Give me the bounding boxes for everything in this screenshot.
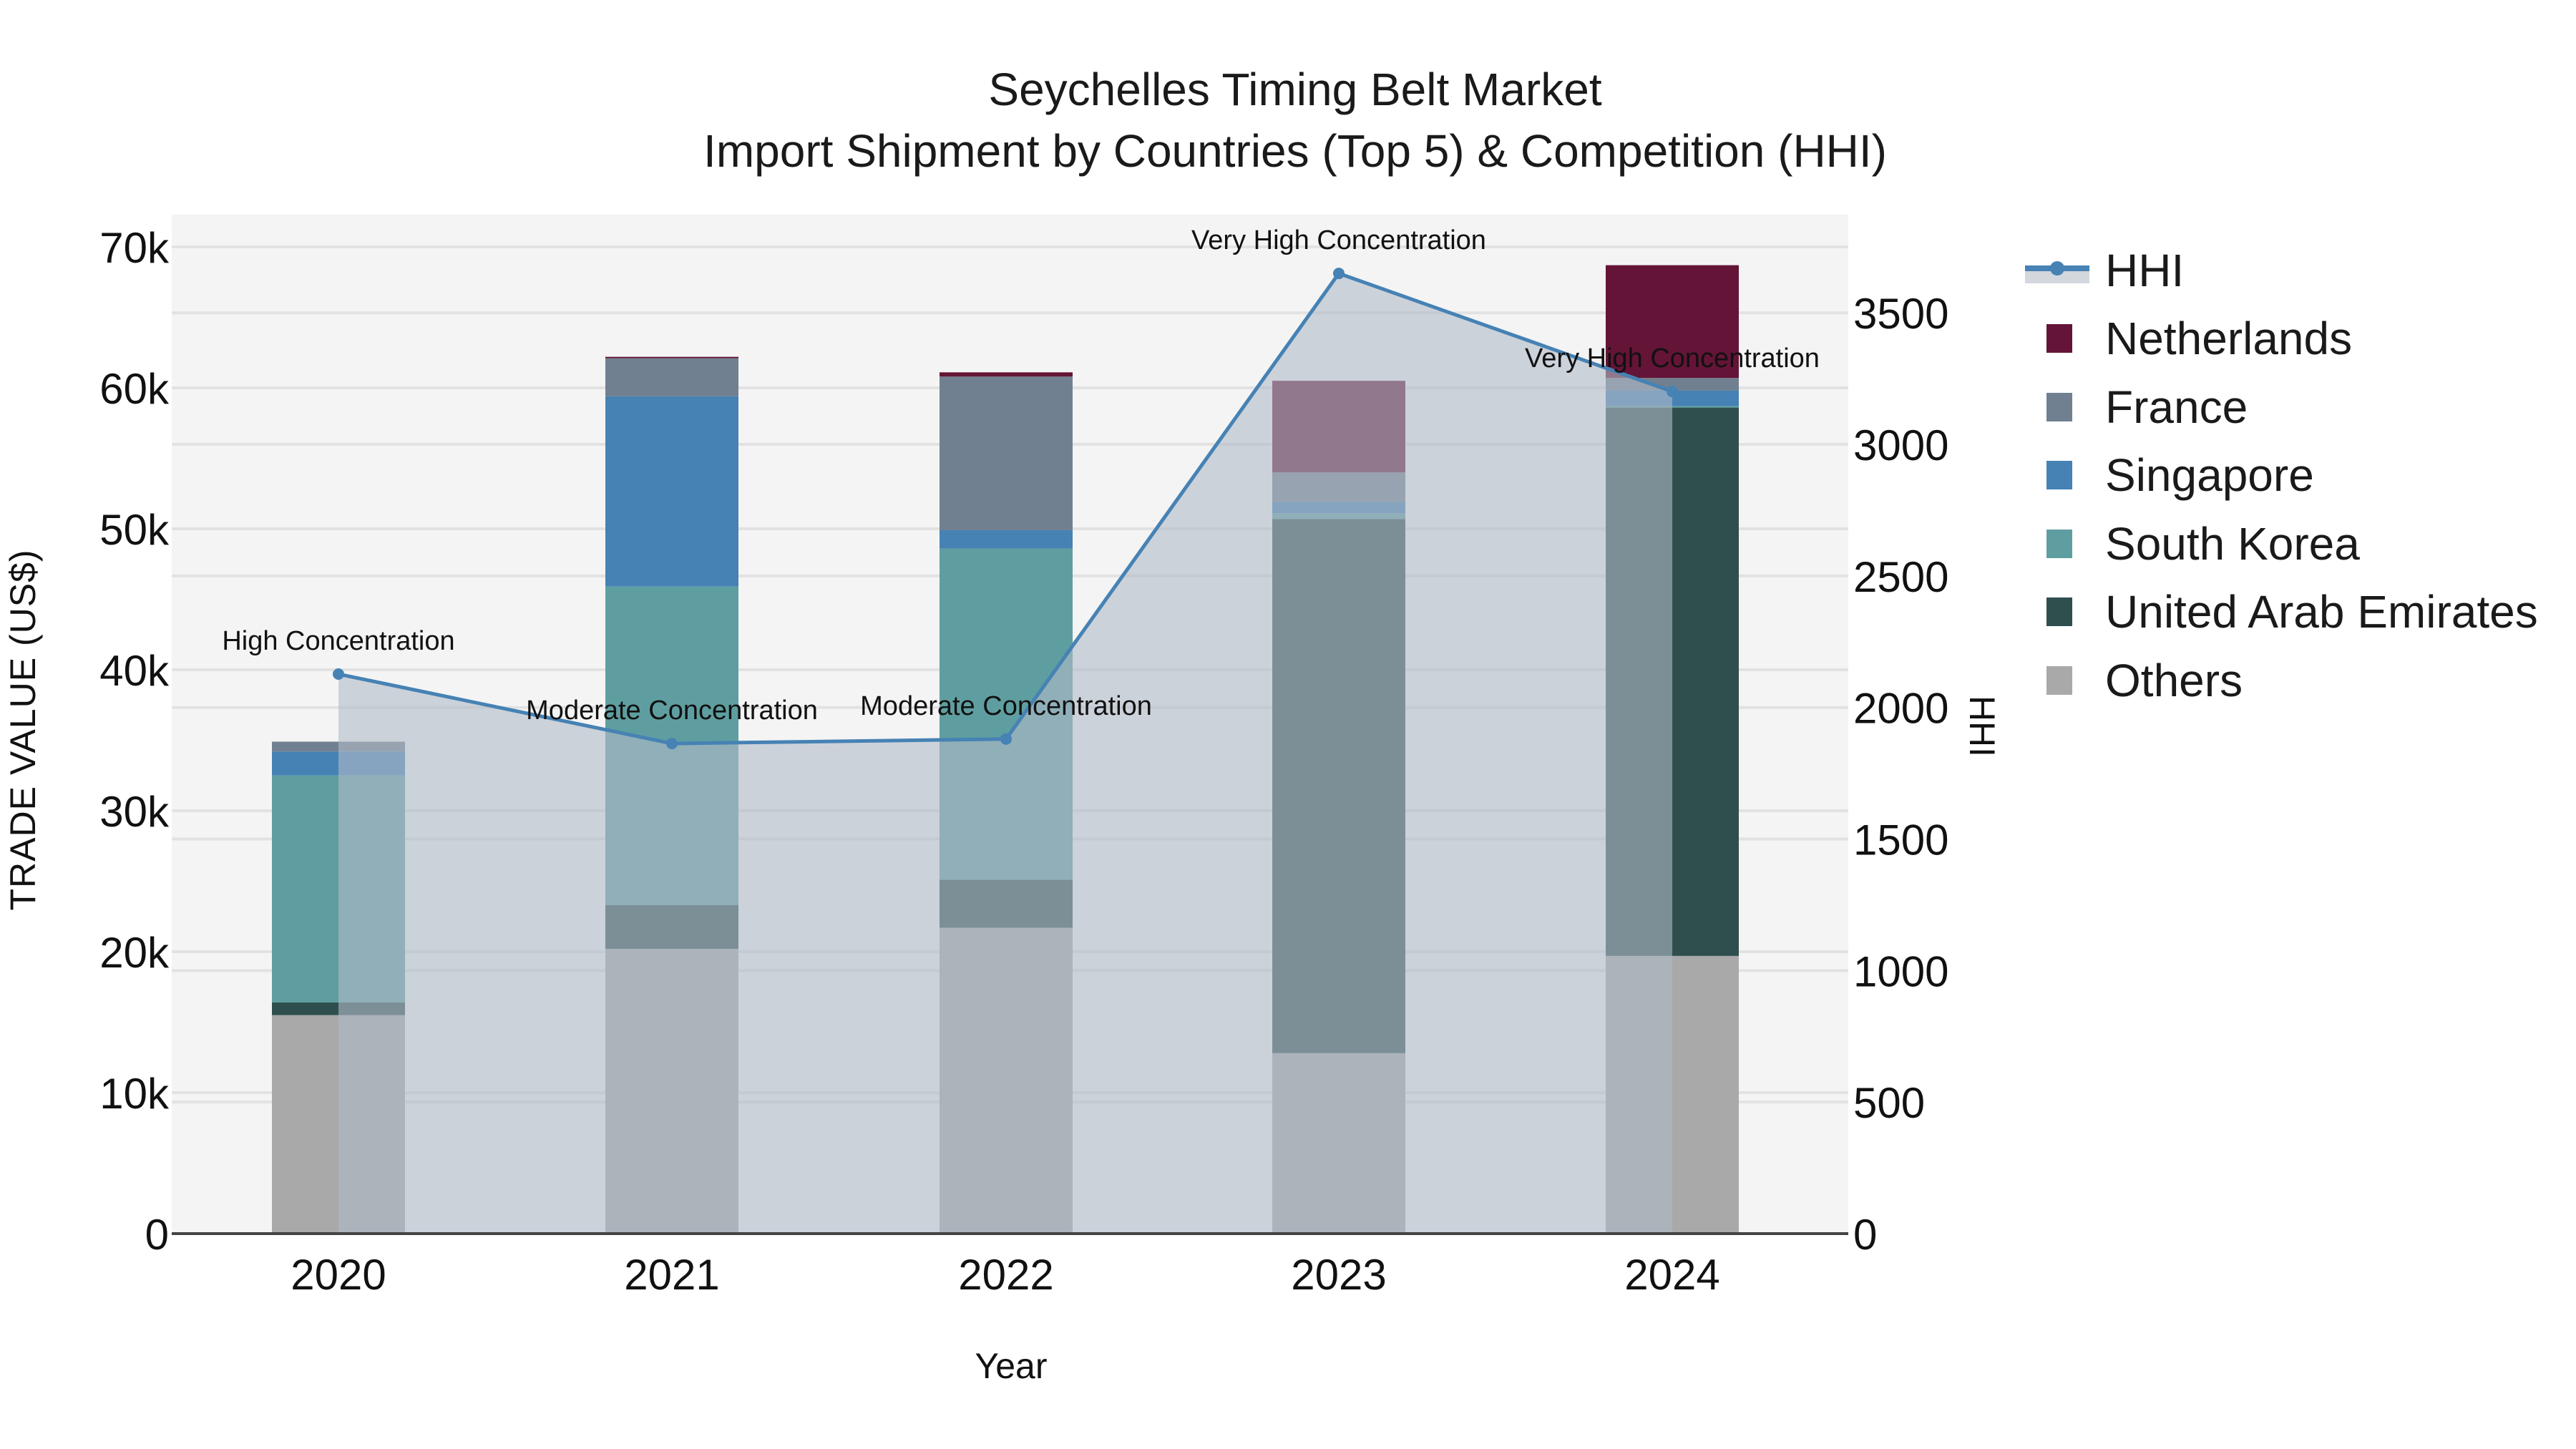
hhi-marker[interactable]: [1667, 386, 1678, 398]
chart-subtitle: Import Shipment by Countries (Top 5) & C…: [703, 125, 1887, 177]
legend-label: Netherlands: [2105, 313, 2353, 365]
color-swatch-icon: [2046, 461, 2072, 490]
y2-tick-label: 0: [1853, 1211, 1877, 1259]
hhi-area: [338, 273, 1672, 1234]
y-tick-label: 60k: [99, 365, 170, 413]
bar-segment[interactable]: [940, 372, 1073, 377]
color-swatch-icon: [2046, 665, 2072, 695]
x-axis-title: Year: [975, 1346, 1048, 1386]
bar-segment[interactable]: [940, 376, 1073, 530]
color-swatch-icon: [2046, 392, 2072, 421]
color-swatch-icon: [2046, 324, 2072, 353]
concentration-annotation: Moderate Concentration: [526, 696, 818, 726]
legend-item-others[interactable]: Others: [2025, 646, 2538, 715]
color-swatch-icon: [2046, 529, 2072, 558]
hhi-marker[interactable]: [1333, 268, 1345, 280]
y2-tick-label: 500: [1853, 1079, 1925, 1127]
legend-item-netherlands[interactable]: Netherlands: [2025, 305, 2538, 374]
chart-title: Seychelles Timing Belt Market: [988, 64, 1602, 115]
y-tick-label: 10k: [99, 1070, 170, 1118]
legend: HHI Netherlands France Singapore South K…: [2025, 236, 2538, 715]
y-tick-label: 20k: [99, 929, 170, 977]
concentration-annotation: High Concentration: [222, 626, 454, 656]
legend-label: South Korea: [2105, 517, 2360, 570]
concentration-annotation: Very High Concentration: [1525, 343, 1820, 374]
y-tick-label: 40k: [99, 647, 170, 695]
bar-segment[interactable]: [605, 358, 738, 396]
legend-label: France: [2105, 381, 2248, 433]
legend-label: HHI: [2105, 244, 2185, 296]
y-axis-title: TRADE VALUE (US$): [3, 549, 43, 911]
y2-tick-label: 1500: [1853, 816, 1948, 864]
concentration-annotation: Moderate Concentration: [860, 691, 1152, 721]
legend-label: Others: [2105, 654, 2243, 706]
bar-segment[interactable]: [940, 530, 1073, 549]
y-tick-label: 70k: [99, 224, 170, 272]
legend-item-france[interactable]: France: [2025, 373, 2538, 441]
legend-label: United Arab Emirates: [2105, 586, 2538, 638]
x-tick-label: 2020: [291, 1251, 386, 1299]
y2-axis-title: HHI: [1962, 695, 2002, 758]
x-tick-label: 2024: [1624, 1251, 1719, 1299]
legend-item-south-korea[interactable]: South Korea: [2025, 509, 2538, 578]
y2-tick-label: 3000: [1853, 421, 1948, 469]
x-tick-label: 2023: [1291, 1251, 1386, 1299]
y2-tick-label: 2500: [1853, 553, 1948, 601]
y-tick-label: 30k: [99, 788, 170, 836]
y2-tick-label: 2000: [1853, 685, 1948, 733]
x-tick-label: 2022: [958, 1251, 1053, 1299]
hhi-marker[interactable]: [1000, 733, 1012, 745]
y2-tick-label: 1000: [1853, 947, 1948, 995]
hhi-marker[interactable]: [666, 738, 678, 750]
legend-label: Singapore: [2105, 449, 2314, 502]
legend-item-singapore[interactable]: Singapore: [2025, 441, 2538, 510]
concentration-annotation: Very High Concentration: [1191, 225, 1486, 255]
bar-segment[interactable]: [605, 356, 738, 358]
y-tick-label: 0: [145, 1211, 169, 1259]
x-tick-label: 2021: [624, 1251, 719, 1299]
color-swatch-icon: [2046, 597, 2072, 627]
bar-segment[interactable]: [1606, 265, 1739, 379]
legend-item-hhi[interactable]: HHI: [2025, 236, 2538, 305]
line-marker-icon: [2025, 256, 2089, 285]
y-tick-label: 50k: [99, 506, 170, 554]
legend-item-uae[interactable]: United Arab Emirates: [2025, 578, 2538, 647]
bar-segment[interactable]: [605, 396, 738, 587]
y2-tick-label: 3500: [1853, 290, 1948, 338]
hhi-marker[interactable]: [333, 668, 344, 680]
